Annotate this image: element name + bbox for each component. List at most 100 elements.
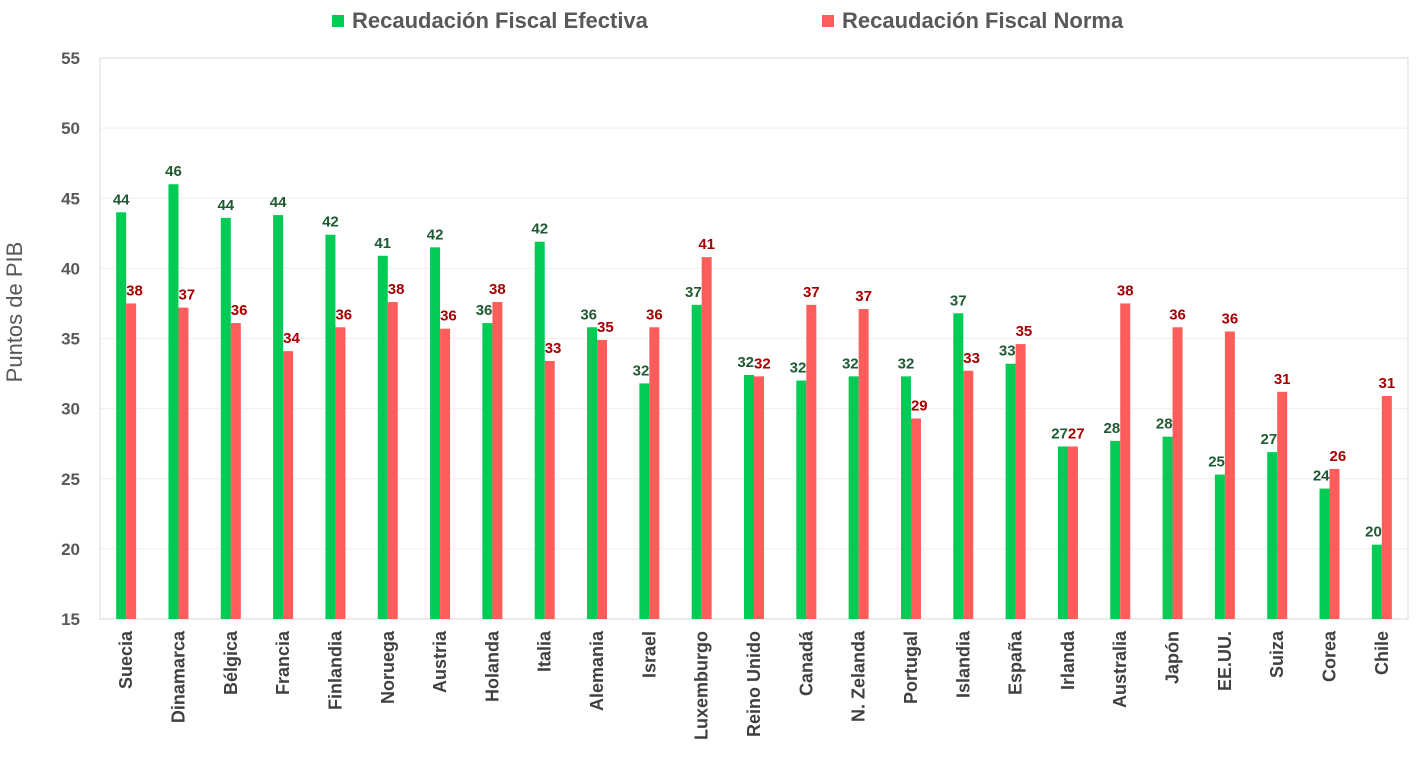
bar-norma <box>1015 344 1026 619</box>
data-label-norma: 38 <box>489 281 506 298</box>
bar-norma <box>283 351 294 619</box>
x-tick-label: Portugal <box>901 631 921 704</box>
bar-efectiva <box>587 327 598 619</box>
data-label-efectiva: 32 <box>790 360 807 377</box>
bar-efectiva <box>639 383 650 619</box>
data-label-norma: 36 <box>335 306 352 323</box>
x-tick-label: Italia <box>535 630 555 672</box>
bar-norma <box>1381 396 1392 619</box>
data-label-efectiva: 44 <box>217 197 234 214</box>
bar-efectiva <box>1214 474 1225 619</box>
bar-efectiva <box>953 313 964 619</box>
data-label-norma: 36 <box>646 306 663 323</box>
y-tick-label: 15 <box>61 610 80 629</box>
x-tick-label: Noruega <box>378 630 398 704</box>
bar-efectiva <box>1110 440 1121 619</box>
bar-norma <box>335 327 346 619</box>
data-label-efectiva: 36 <box>580 306 597 323</box>
legend-item-efectiva: Recaudación Fiscal Efectiva <box>332 8 648 34</box>
bar-norma <box>701 257 712 619</box>
legend-swatch-efectiva <box>332 15 344 27</box>
bar-norma <box>1067 446 1078 619</box>
bar-efectiva <box>1371 544 1382 619</box>
y-tick-label: 35 <box>61 330 80 349</box>
data-label-norma: 32 <box>754 355 771 372</box>
data-label-norma: 33 <box>963 350 980 367</box>
data-label-norma: 36 <box>1222 310 1239 327</box>
data-label-efectiva: 32 <box>842 355 859 372</box>
bar-norma <box>754 376 764 619</box>
bar-norma <box>387 302 398 619</box>
data-label-norma: 27 <box>1068 425 1085 442</box>
data-label-efectiva: 32 <box>633 362 650 379</box>
bar-norma <box>963 370 974 619</box>
x-tick-label: N. Zelanda <box>849 630 869 722</box>
data-label-norma: 35 <box>597 319 614 336</box>
bar-efectiva <box>1005 363 1016 619</box>
x-tick-label: Suiza <box>1267 630 1287 678</box>
y-tick-label: 55 <box>61 49 80 68</box>
data-label-norma: 33 <box>545 340 562 357</box>
data-label-norma: 31 <box>1378 375 1395 392</box>
bar-efectiva <box>430 247 441 619</box>
legend-swatch-norma <box>822 15 834 27</box>
bar-efectiva <box>1057 446 1068 619</box>
y-tick-label: 40 <box>61 259 80 278</box>
legend-label-efectiva: Recaudación Fiscal Efectiva <box>352 8 648 33</box>
x-tick-label: Australia <box>1110 630 1130 708</box>
x-tick-label: Reino Unido <box>744 631 764 737</box>
data-label-efectiva: 36 <box>476 302 493 319</box>
data-label-efectiva: 27 <box>1051 425 1068 442</box>
x-tick-label: EE.UU. <box>1215 631 1235 691</box>
bar-efectiva <box>168 184 179 619</box>
data-label-norma: 29 <box>911 397 928 414</box>
bar-norma <box>1120 303 1131 619</box>
x-tick-label: Japón <box>1163 631 1183 684</box>
x-tick-label: Austria <box>430 630 450 693</box>
x-tick-label: Chile <box>1372 631 1392 675</box>
bar-efectiva <box>220 217 231 619</box>
x-tick-label: Islandia <box>953 630 973 698</box>
x-tick-label: Israel <box>639 631 659 678</box>
data-label-norma: 38 <box>388 281 405 298</box>
data-label-norma: 41 <box>698 236 715 253</box>
data-label-efectiva: 44 <box>113 191 130 208</box>
bar-norma <box>230 323 241 619</box>
bar-norma <box>126 303 137 619</box>
y-tick-label: 50 <box>61 119 80 138</box>
bar-efectiva <box>848 376 859 619</box>
x-tick-label: Suecia <box>116 630 136 689</box>
data-label-efectiva: 25 <box>1208 454 1225 471</box>
data-label-efectiva: 28 <box>1104 420 1121 437</box>
y-tick-label: 20 <box>61 540 80 559</box>
chart-legend: Recaudación Fiscal Efectiva Recaudación … <box>0 8 1418 38</box>
x-tick-label: Francia <box>273 630 293 695</box>
bar-efectiva <box>325 234 336 619</box>
y-tick-label: 30 <box>61 400 80 419</box>
data-label-efectiva: 37 <box>685 284 702 301</box>
bar-norma <box>492 302 503 619</box>
bar-norma <box>1172 327 1183 619</box>
bar-efectiva <box>273 215 284 619</box>
x-tick-label: Alemania <box>587 630 607 711</box>
bar-efectiva <box>534 241 545 620</box>
data-label-efectiva: 33 <box>999 343 1016 360</box>
bars <box>116 184 1392 620</box>
legend-label-norma: Recaudación Fiscal Norma <box>842 8 1124 33</box>
bar-norma <box>649 327 660 619</box>
data-label-efectiva: 42 <box>322 214 339 231</box>
x-axis-ticks: Suecia Dinamarca Bélgica Francia Finlandia No… <box>116 630 1392 740</box>
y-tick-label: 25 <box>61 470 80 489</box>
y-axis-label: Puntos de PIB <box>2 242 27 383</box>
x-tick-label: Bélgica <box>221 630 241 695</box>
data-label-norma: 34 <box>283 330 300 347</box>
bar-norma <box>544 360 555 619</box>
data-label-norma: 26 <box>1330 448 1347 465</box>
bar-efectiva <box>900 376 911 619</box>
bar-norma <box>440 328 451 619</box>
bar-efectiva <box>482 323 493 619</box>
bar-norma <box>1224 331 1235 619</box>
data-label-efectiva: 28 <box>1156 416 1173 433</box>
data-label-efectiva: 42 <box>531 221 548 238</box>
